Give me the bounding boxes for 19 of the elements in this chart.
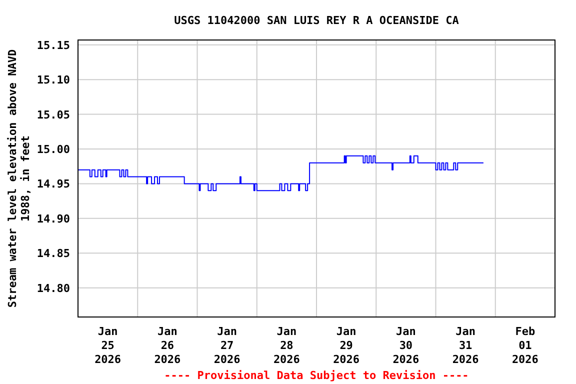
y-tick-label: 15.10: [36, 74, 70, 87]
x-tick-label: Jan 30 2026: [392, 325, 420, 366]
y-tick-label: 15.00: [36, 142, 70, 156]
x-tick-label: Jan 25 2026: [94, 325, 122, 366]
y-tick-label: 14.80: [36, 282, 70, 295]
y-axis-title: Stream water level elevation above NAVD 1988, in feet: [6, 48, 32, 308]
x-tick-label: Jan 26 2026: [154, 325, 182, 366]
x-tick-label: Jan 27 2026: [214, 325, 241, 366]
text: ---- Provisional Data Subject to Revision ----: [164, 369, 469, 382]
x-tick-label: Jan 28 2026: [273, 325, 300, 366]
y-tick-label: 14.90: [36, 212, 70, 226]
y-tick-label: 14.95: [36, 178, 70, 191]
y-tick-label: 15.15: [36, 38, 70, 52]
y-tick-label: 15.05: [36, 108, 70, 122]
x-tick-label: Feb 01 2026: [512, 325, 539, 366]
chart-title: USGS 11042000 SAN LUIS REY R A OCEANSIDE CA: [174, 14, 460, 27]
x-tick-label: Jan 31 2026: [452, 325, 480, 366]
x-tick-label: Jan 29 2026: [333, 325, 360, 366]
y-tick-label: 14.85: [36, 247, 70, 260]
